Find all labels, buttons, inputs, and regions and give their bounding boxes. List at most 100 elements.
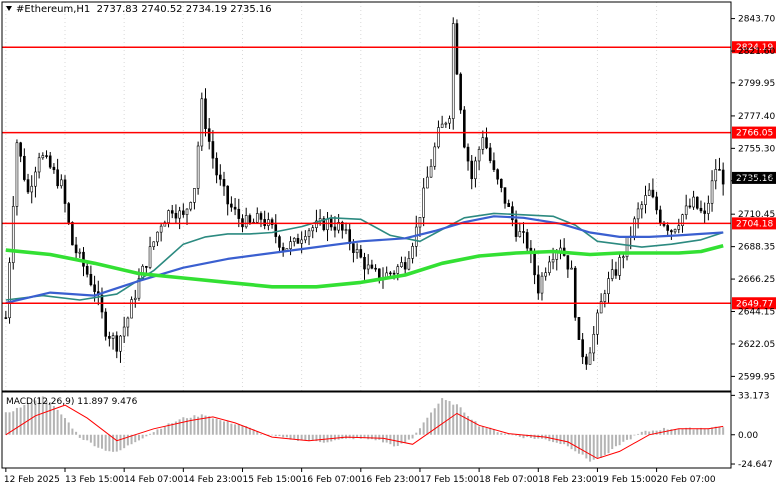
candle	[167, 209, 170, 228]
macd-bar	[404, 434, 407, 443]
level-tag	[732, 41, 776, 54]
candle	[714, 159, 718, 190]
candle	[48, 151, 52, 169]
macd-bar	[112, 434, 115, 452]
macd-bar	[145, 434, 148, 437]
macd-bar	[108, 434, 111, 452]
macd-bar	[600, 434, 603, 458]
candle	[673, 228, 677, 234]
macd-bar	[134, 434, 137, 443]
level-tag	[732, 297, 776, 310]
candle	[500, 178, 503, 193]
candle-body	[126, 317, 130, 328]
candle-body	[633, 218, 636, 237]
candle	[566, 255, 570, 278]
candle-body	[670, 230, 673, 233]
macd-bar	[304, 434, 307, 441]
candle	[267, 212, 270, 231]
macd-bar	[100, 434, 103, 449]
candle-body	[174, 212, 178, 219]
candle-body	[111, 335, 115, 339]
candle	[237, 198, 241, 228]
macd-bar	[27, 402, 30, 435]
macd-bar	[467, 416, 470, 435]
candle-body	[607, 278, 610, 294]
macd-bar	[718, 426, 721, 435]
candle-body	[451, 23, 455, 119]
macd-bar	[418, 428, 421, 435]
candle	[426, 166, 429, 189]
macd-bar	[640, 431, 643, 435]
macd-bar	[674, 429, 677, 435]
candle-body	[599, 301, 603, 314]
candle	[259, 211, 263, 228]
macd-bar	[430, 412, 433, 435]
candle	[215, 152, 218, 184]
level-tag-label: 2824.19	[736, 43, 773, 53]
candle-body	[666, 225, 669, 231]
macd-bar	[574, 434, 577, 452]
macd-bar	[230, 423, 233, 435]
candle-body	[658, 209, 662, 224]
x-tick-label: 18 Feb 23:00	[538, 475, 597, 485]
candle	[122, 316, 126, 343]
candle	[189, 201, 193, 212]
candle	[503, 187, 507, 209]
candle-body	[270, 219, 274, 225]
macd-bar	[637, 433, 640, 435]
candle-body	[337, 222, 340, 231]
macd-bar	[356, 434, 359, 438]
candle-body	[352, 243, 355, 253]
macd-bar	[45, 400, 48, 435]
macd-bar	[699, 427, 702, 435]
price-panel-frame	[1, 1, 732, 392]
candle	[211, 130, 215, 169]
candle	[603, 289, 607, 308]
candle	[559, 239, 562, 260]
candle-body	[514, 219, 518, 237]
macd-bar	[629, 434, 632, 440]
candle	[292, 237, 296, 247]
candle	[670, 229, 673, 240]
candle	[78, 248, 82, 258]
candle-body	[30, 185, 34, 193]
candle-body	[573, 267, 577, 318]
candle-body	[477, 149, 481, 162]
candle-body	[233, 206, 237, 210]
candle	[684, 194, 688, 220]
candle	[37, 152, 41, 179]
candle-body	[230, 203, 233, 208]
candle-body	[326, 218, 329, 231]
x-tick-label: 14 Feb 23:00	[183, 475, 242, 485]
candle-body	[525, 232, 529, 249]
macd-bar	[596, 434, 599, 458]
candle-body	[618, 257, 621, 276]
level-tag	[732, 126, 776, 139]
macd-bar	[400, 434, 403, 444]
candle	[67, 201, 71, 226]
candle	[355, 243, 359, 259]
macd-bar	[570, 434, 573, 450]
macd-bar	[285, 434, 288, 438]
macd-bar	[171, 423, 174, 435]
candle	[89, 265, 93, 287]
macd-bar	[52, 406, 55, 435]
macd-bar	[592, 434, 595, 460]
macd-bar	[444, 400, 447, 435]
candle-body	[426, 176, 429, 189]
macd-bar	[707, 428, 710, 435]
chevron-down-icon[interactable]	[6, 6, 12, 11]
macd-bar	[241, 425, 244, 435]
ma-fast-line	[5, 212, 724, 301]
macd-bar	[256, 431, 259, 435]
macd-bar	[378, 434, 381, 440]
candle-body	[170, 210, 174, 214]
macd-y-tick-label: 33.173	[738, 391, 770, 401]
candle	[182, 203, 185, 218]
ma-slow-line	[5, 243, 724, 289]
candle	[15, 139, 19, 216]
macd-bar	[248, 427, 251, 435]
macd-bar	[648, 431, 651, 435]
candle	[647, 183, 651, 197]
